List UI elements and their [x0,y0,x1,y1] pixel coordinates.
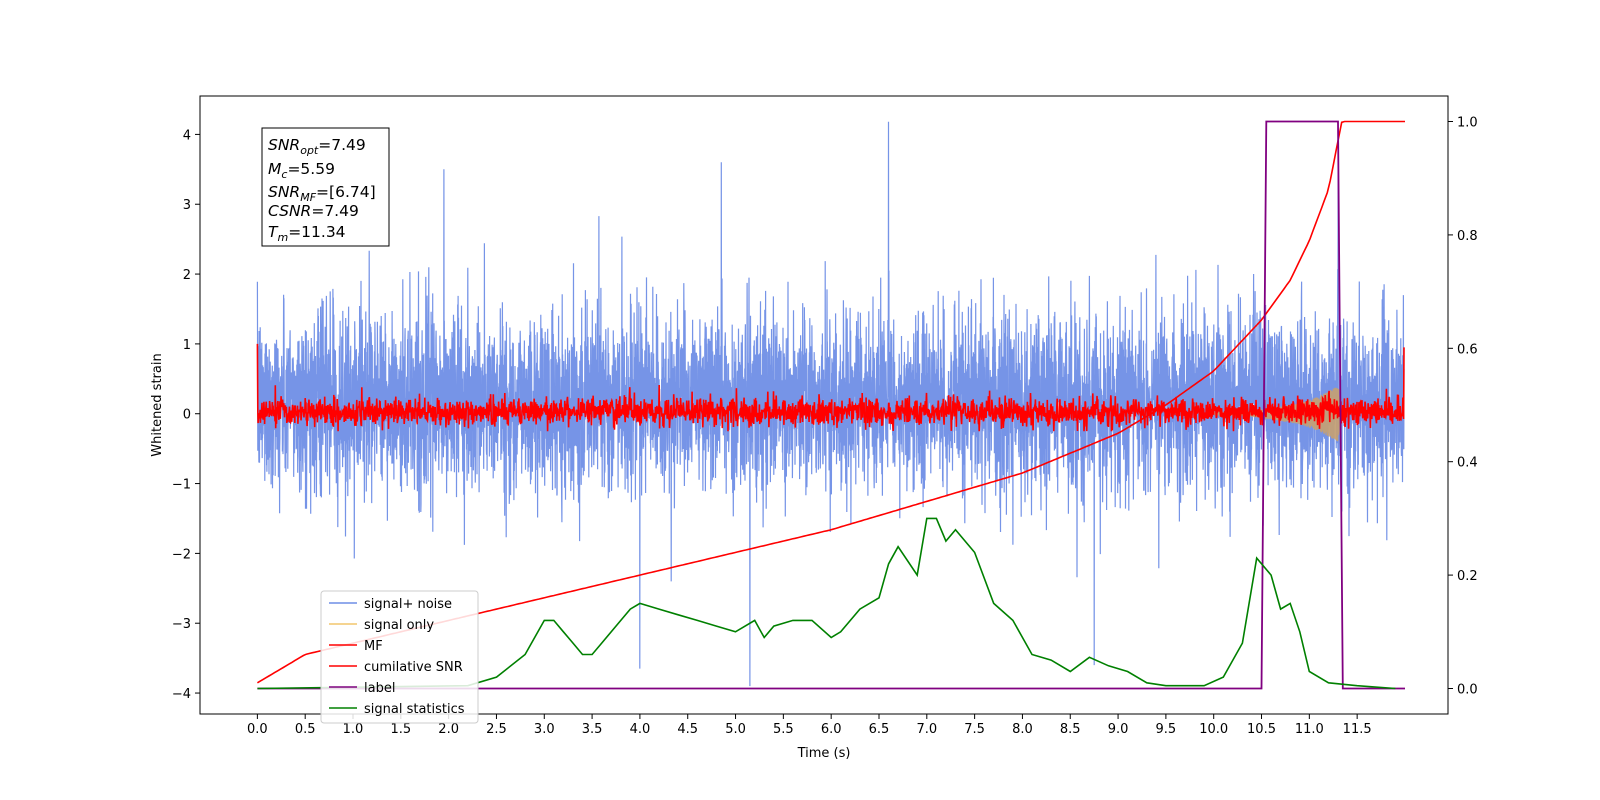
axis-ticks: 0.0 0.5 1.0 1.5 2.0 2.5 3.0 3.5 4.0 4.5 5.0 5.5 6.0 6… [172,116,1478,737]
legend-frame [320,590,479,724]
series-signal-statistics [257,517,1396,690]
y2-tick-label: 0.0 [1457,682,1478,697]
x-tick-label: 4.5 [677,722,698,737]
series-mf [256,343,1405,432]
y-tick-label: 4 [183,128,191,143]
annotation-mc: Mc=5.59 [268,160,335,181]
legend-label-mf: MF [364,639,383,654]
x-tick-label: 0.5 [295,722,316,737]
annotation-tm: Tm=11.34 [268,223,346,244]
x-tick-label: 10.5 [1247,722,1276,737]
series-signal-noise [256,121,1405,687]
y2-tick-label: 0.2 [1457,569,1478,584]
x-axis-label: Time (s) [797,746,851,761]
x-tick-label: 6.0 [821,722,842,737]
legend-label-signal-only: signal only [364,618,434,633]
y2-tick-label: 0.4 [1457,456,1478,471]
x-tick-label: 7.0 [916,722,937,737]
x-tick-label: 11.0 [1295,722,1324,737]
annotation-snr-mf: SNRMF=[6.74] [268,183,376,204]
y2-tick-label: 0.8 [1457,229,1478,244]
x-tick-label: 4.0 [630,722,651,737]
x-tick-label: 1.0 [343,722,364,737]
x-tick-label: 5.0 [725,722,746,737]
series-label [257,120,1405,690]
y2-tick-label: 0.6 [1457,342,1478,357]
x-tick-label: 10.0 [1199,722,1228,737]
y-tick-label: 1 [183,338,191,353]
legend-label-signal-noise: signal+ noise [364,597,452,612]
x-tick-label: 3.0 [534,722,555,737]
x-tick-label: 5.5 [773,722,794,737]
legend-label-label: label [364,681,395,696]
x-tick-label: 1.5 [390,722,411,737]
x-tick-label: 2.5 [486,722,507,737]
annotation-box: SNRopt=7.49 Mc=5.59 SNRMF=[6.74] CSNR=7.… [261,127,390,247]
y-tick-label: −1 [172,478,191,493]
y-tick-label: 0 [183,408,191,423]
x-tick-label: 2.0 [438,722,459,737]
x-tick-label: 9.5 [1156,722,1177,737]
x-tick-label: 8.0 [1012,722,1033,737]
y-axis-label: Whitened strain [150,353,165,456]
legend-label-signal-statistics: signal statistics [364,702,465,717]
legend-label-cumulative-snr: cumilative SNR [364,660,463,675]
axes-frame [199,95,1449,715]
y-tick-label: −4 [172,687,191,702]
y-tick-label: 3 [183,198,191,213]
y2-tick-label: 1.0 [1457,116,1478,131]
legend: signal+ noise signal only MF cumilative … [320,590,479,724]
y-tick-label: −2 [172,547,191,562]
x-tick-label: 6.5 [869,722,890,737]
x-tick-label: 3.5 [582,722,603,737]
annotation-snr-opt: SNRopt=7.49 [268,136,366,157]
x-tick-label: 8.5 [1060,722,1081,737]
x-tick-label: 11.5 [1343,722,1372,737]
y-tick-label: −3 [172,617,191,632]
y-tick-label: 2 [183,268,191,283]
x-tick-label: 0.0 [247,722,268,737]
annotation-csnr: CSNR=7.49 [268,202,359,220]
x-tick-label: 9.0 [1108,722,1129,737]
x-tick-label: 7.5 [964,722,985,737]
